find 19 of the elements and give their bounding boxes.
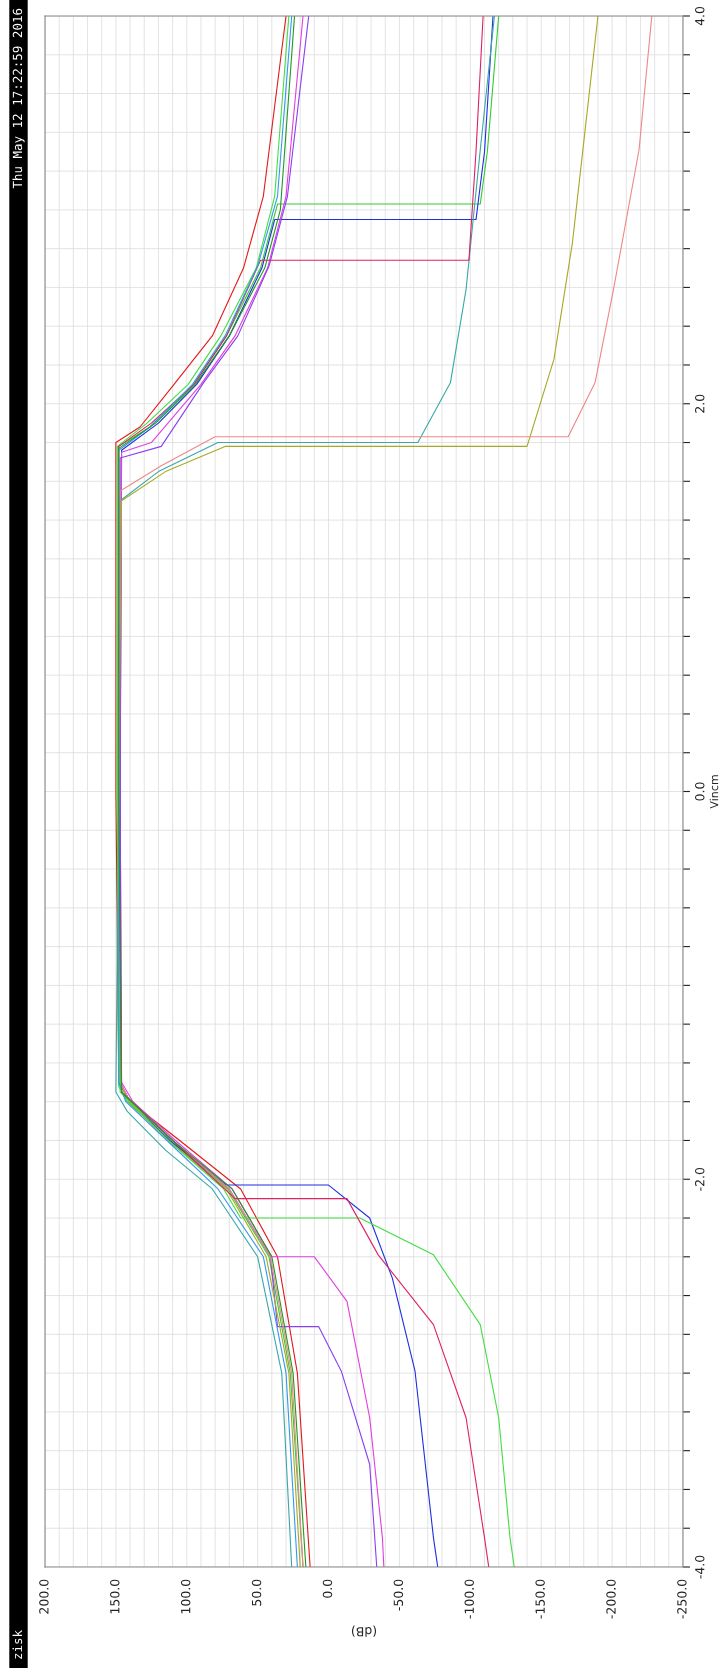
x-tick-label: -50.0 [393,1579,404,1611]
x-tick-label: 200.0 [39,1579,49,1614]
text: zisk [12,1630,23,1659]
x-tick-label: 0.0 [322,1579,333,1598]
y-tick-label: 0.0 [695,782,705,801]
x-tick-label: 100.0 [180,1579,191,1614]
x-tick-label: -200.0 [606,1579,616,1619]
y-tick-label: 4.0 [695,6,705,26]
x-tick-label: -150.0 [535,1579,545,1619]
y-axis-title: Vincm [709,775,719,809]
y-tick-label: -4.0 [695,1555,705,1579]
y-tick-label: 2.0 [695,394,705,413]
x-tick-label: -100.0 [464,1579,474,1619]
x-axis-title: (dB) [351,1625,377,1637]
x-tick-label: -250.0 [677,1579,687,1619]
y-tick-label: -2.0 [695,1167,705,1191]
x-tick-label: 50.0 [251,1579,262,1606]
text: Thu May 12 17:22:59 2016 [12,8,25,189]
x-tick-label: 150.0 [110,1579,120,1614]
